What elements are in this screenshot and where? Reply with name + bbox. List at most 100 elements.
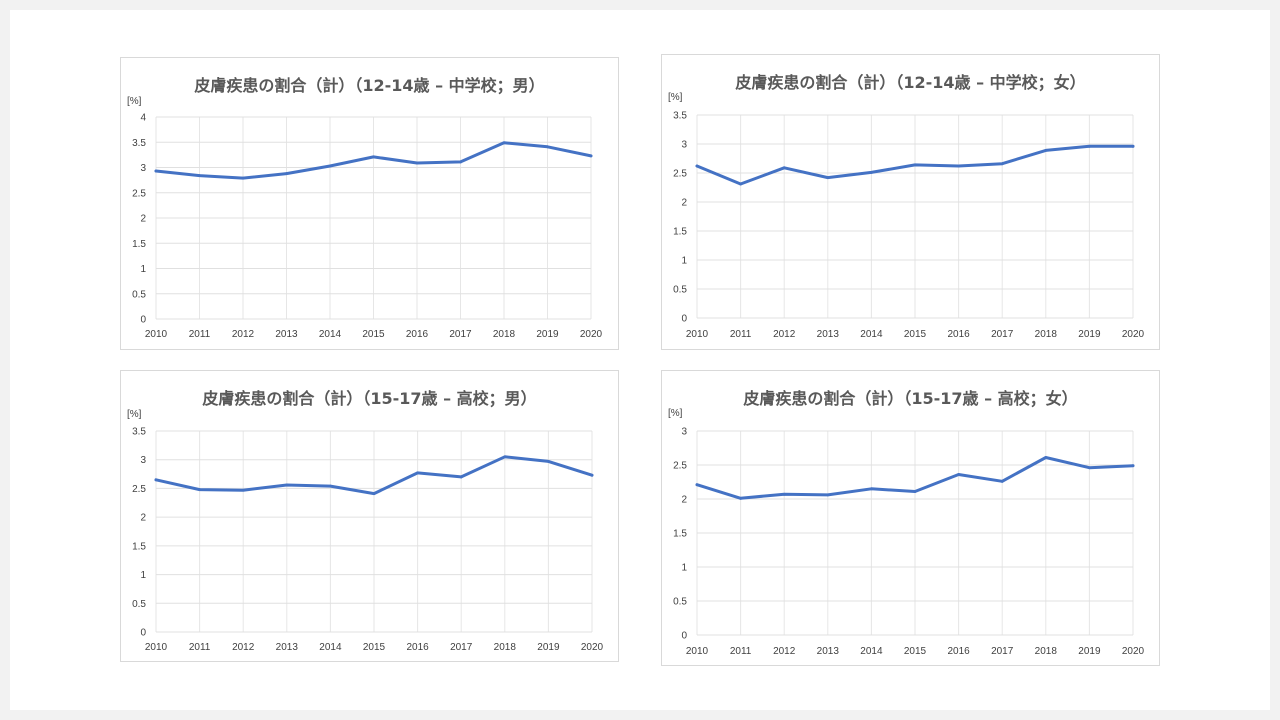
data-point [1131,144,1135,148]
x-tick-label: 2016 [947,329,970,340]
x-tick-label: 2012 [773,329,796,340]
data-point [198,488,201,491]
x-tick-label: 2016 [406,642,429,653]
chart-plot: 0 0.5 1 1.5 2 2.5 3 3.5 2010 2011 2012 2013 2014 2015… [127,409,604,653]
x-tick-label: 2016 [406,329,429,340]
y-tick-label: 1 [140,264,146,275]
y-tick-label: 3 [140,455,146,466]
y-tick-label: 3.5 [673,111,687,122]
y-axis-unit: [%] [668,92,683,103]
x-tick-label: 2011 [730,329,752,340]
y-tick-label: 3.5 [132,427,146,438]
x-tick-label: 2020 [580,329,603,340]
x-tick-label: 2017 [991,646,1014,657]
x-tick-label: 2020 [581,642,604,653]
y-tick-label: 2 [681,198,687,209]
x-tick-label: 2018 [1035,646,1058,657]
y-tick-label: 0.5 [673,597,687,608]
y-tick-label: 0.5 [673,285,687,296]
y-tick-label: 2.5 [132,484,146,495]
x-tick-label: 2012 [232,642,255,653]
chart-title: 皮膚疾患の割合（計）（12-14歳 – 中学校；女） [735,73,1086,92]
chart-title: 皮膚疾患の割合（計）（15-17歳 – 高校；男） [202,389,537,408]
y-tick-label: 1.5 [673,227,687,238]
data-point [241,176,245,180]
chart-plot: 0 0.5 1 1.5 2 2.5 3 3.5 2010 2011 2012 2013 2014 2015… [668,92,1145,340]
data-point [154,478,158,482]
x-tick-label: 2011 [189,642,211,653]
y-tick-label: 2.5 [673,169,687,180]
x-tick-label: 2014 [860,646,883,657]
data-point [1044,456,1048,459]
chart-title: 皮膚疾患の割合（計）（12-14歳 – 中学校；男） [194,76,545,95]
x-tick-label: 2018 [493,329,516,340]
y-tick-label: 0 [140,628,146,639]
x-tick-label: 2014 [319,642,342,653]
y-tick-label: 2 [140,513,146,524]
data-point [502,141,506,145]
x-tick-label: 2010 [686,646,709,657]
y-tick-label: 1.5 [132,541,146,552]
data-point [739,182,742,186]
x-tick-label: 2020 [1122,329,1145,340]
x-tick-label: 2019 [1078,329,1101,340]
data-point [547,460,550,463]
chart-title: 皮膚疾患の割合（計）（15-17歳 – 高校；女） [743,389,1078,408]
data-point [198,174,201,177]
data-point [913,490,917,493]
data-point [285,172,288,175]
y-tick-label: 3.5 [132,138,146,149]
x-tick-label: 2017 [450,642,473,653]
x-tick-label: 2011 [730,646,752,657]
data-point [1000,162,1004,166]
data-point [589,154,593,158]
x-tick-label: 2017 [991,329,1014,340]
x-tick-label: 2013 [817,329,840,340]
x-tick-label: 2010 [145,642,168,653]
chart-high-school-male: 皮膚疾患の割合（計）（15-17歳 – 高校；男） 0 0.5 1 1.5 2 2.5 3 3… [120,370,619,662]
x-tick-label: 2011 [189,329,211,340]
data-point [870,487,873,491]
y-tick-label: 1 [681,563,687,574]
y-axis-unit: [%] [668,408,683,419]
data-point [459,160,462,164]
data-point [285,483,289,487]
y-tick-label: 4 [140,113,146,124]
data-point [695,483,699,487]
y-tick-label: 0.5 [132,599,146,610]
y-tick-label: 2 [140,214,146,225]
data-point [957,164,960,168]
x-tick-label: 2020 [1122,646,1145,657]
data-point [739,496,742,500]
x-tick-label: 2019 [1078,646,1101,657]
chart-plot: 0 0.5 1 1.5 2 2.5 3 2010 2011 2012 2013 2014 2015 201… [668,408,1145,657]
data-point [546,145,549,149]
data-point [695,164,699,168]
x-tick-label: 2010 [686,329,709,340]
x-tick-label: 2016 [947,646,970,657]
x-tick-label: 2013 [817,646,840,657]
x-tick-label: 2014 [860,329,883,340]
x-tick-label: 2013 [275,329,298,340]
data-point [782,492,786,496]
data-point [1088,466,1091,470]
y-tick-label: 2.5 [673,461,687,472]
x-tick-label: 2012 [232,329,255,340]
data-point [957,473,960,476]
data-point [372,155,375,159]
y-tick-label: 1.5 [673,529,687,540]
x-tick-label: 2015 [363,642,386,653]
data-point [826,176,830,180]
data-point [415,161,419,165]
y-tick-label: 1 [681,256,687,267]
x-tick-label: 2014 [319,329,342,340]
y-tick-label: 0 [140,315,146,326]
data-point [241,488,245,492]
x-tick-label: 2018 [1035,329,1058,340]
y-axis-unit: [%] [127,96,142,107]
data-point [329,484,332,488]
x-tick-label: 2012 [773,646,796,657]
chart-plot: 0 0.5 1 1.5 2 2.5 3 3.5 4 2010 2011 2012 2013 2014 201… [127,96,603,340]
data-point [416,471,419,475]
y-tick-label: 1.5 [132,239,146,250]
